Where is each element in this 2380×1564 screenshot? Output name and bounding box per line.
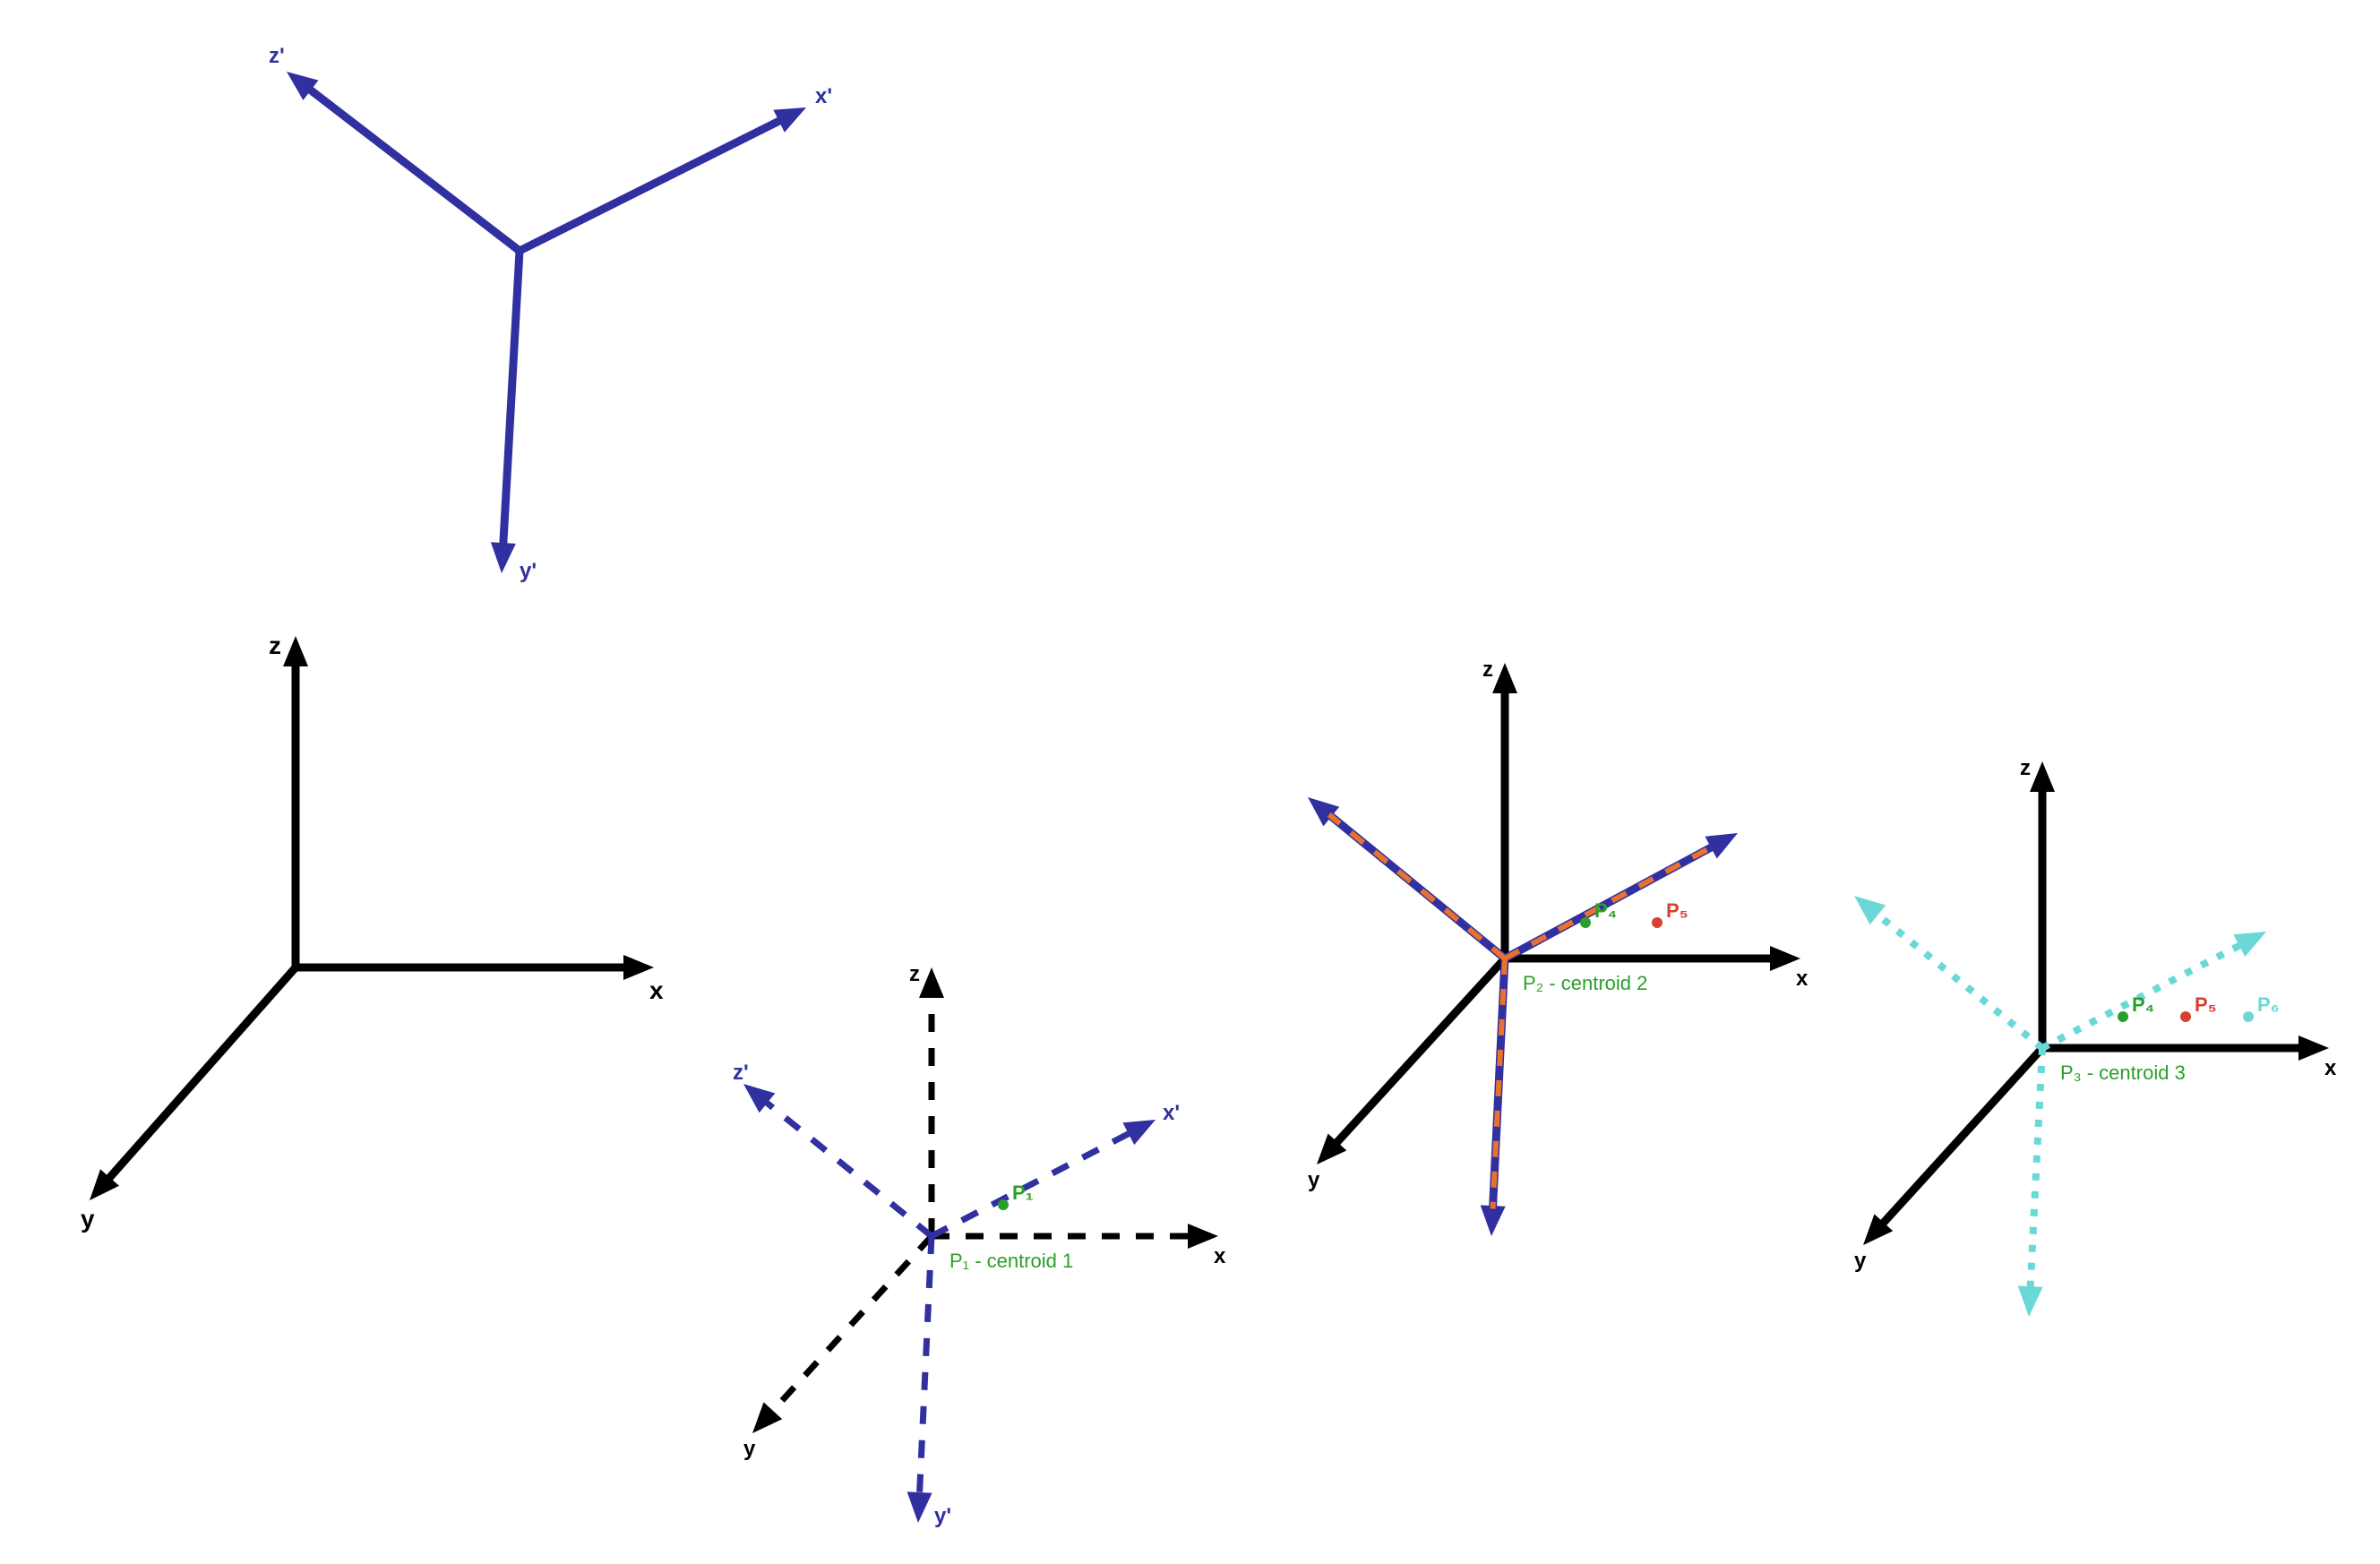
- centroid2-black-axis-2-label: y: [1308, 1168, 1320, 1192]
- centroid1-black-axis-2-label: y: [743, 1437, 756, 1461]
- centroid1-blue-axis-0-label: z': [733, 1061, 749, 1085]
- centroid3-cyan-axis-2-shaft: [2030, 1048, 2042, 1299]
- centroid3-black-axis-2-shaft: [1876, 1048, 2042, 1232]
- centroid1-label: P₁ - centroid 1: [949, 1250, 1073, 1272]
- centroid3-black-axis-0-head: [2030, 761, 2055, 792]
- plain-black-axis-1-label: x: [649, 976, 664, 1004]
- rotated-blue-axis-2-label: y': [520, 559, 537, 583]
- centroid2-black-axis-0-label: z: [1482, 657, 1493, 682]
- centroid3-point-2-dot: [2243, 1011, 2254, 1022]
- plain-black-axis-2-label: y: [81, 1205, 95, 1233]
- rotated-blue-axis-1-shaft: [520, 116, 790, 251]
- centroid3-black-axis-0-label: z: [2020, 756, 2031, 780]
- plain-black-axis-0-label: z: [269, 632, 281, 659]
- rotated-blue-axis-1-label: x': [815, 84, 832, 108]
- centroid3-point-1-label: P₅: [2195, 993, 2217, 1016]
- centroid3-point-0-dot: [2118, 1011, 2128, 1022]
- centroid1-blue-axis-2-label: y': [934, 1504, 951, 1528]
- plain-black-axis-2-shaft: [102, 967, 296, 1187]
- centroid1-blue-axis-0-shaft: [758, 1096, 932, 1236]
- rotated-blue-axis-2-shaft: [503, 251, 520, 555]
- centroid3-cyan-axis-0-shaft: [1869, 907, 2042, 1048]
- centroid2-point-0-label: P₄: [1594, 899, 1617, 922]
- centroid3-label: P₃ - centroid 3: [2060, 1061, 2186, 1084]
- centroid2-point-0-dot: [1580, 917, 1591, 928]
- plain-black-axis-0-head: [283, 636, 308, 666]
- centroid2-black-axis-1-label: x: [1796, 967, 1809, 991]
- centroid2-black-axis-2-shaft: [1329, 958, 1505, 1151]
- centroid1-blue-axis-2-head: [907, 1491, 932, 1523]
- centroid1-blue-axis-1-shaft: [932, 1128, 1139, 1236]
- centroid2-label: P₂ - centroid 2: [1523, 972, 1647, 994]
- centroid2-point-1-dot: [1652, 917, 1663, 928]
- centroid3-cyan-axis-2-head: [2018, 1285, 2043, 1317]
- centroid3-point-1-dot: [2180, 1011, 2191, 1022]
- centroid2-black-axis-0-head: [1492, 663, 1517, 693]
- centroid3-point-2-label: P₆: [2257, 993, 2280, 1016]
- centroid3-black-axis-2-label: y: [1854, 1249, 1867, 1273]
- centroid1-point-0-label: P₁: [1012, 1182, 1034, 1204]
- centroid1-point-0-dot: [998, 1199, 1009, 1210]
- centroid1-blue-axis-1-label: x': [1163, 1101, 1180, 1125]
- centroid1-black-axis-0-head: [919, 967, 944, 998]
- centroid1-black-axis-0-label: z: [909, 962, 920, 986]
- rotated-blue-axis-2-head: [491, 542, 516, 573]
- rotated-blue-axis-0-shaft: [301, 82, 520, 251]
- centroid1-black-axis-2-shaft: [765, 1236, 932, 1420]
- centroid3-point-0-label: P₄: [2132, 993, 2154, 1016]
- centroid3-black-axis-1-label: x: [2324, 1056, 2337, 1080]
- coordinate-frames-diagram: z' x' y' z x y z x y z' x' y' P₁ P₁ - centroid 1 z x y P₄…: [0, 0, 2380, 1564]
- centroid1-blue-axis-2-shaft: [919, 1236, 932, 1505]
- centroid1-black-axis-2-head: [752, 1402, 782, 1433]
- centroid1-black-axis-1-label: x: [1214, 1244, 1226, 1268]
- centroid2-blue-axis-2-head: [1481, 1205, 1506, 1236]
- rotated-blue-axis-0-label: z': [269, 44, 285, 68]
- centroid3-cyan-axis-0-head: [1854, 896, 1886, 924]
- centroid2-point-1-label: P₅: [1666, 899, 1688, 922]
